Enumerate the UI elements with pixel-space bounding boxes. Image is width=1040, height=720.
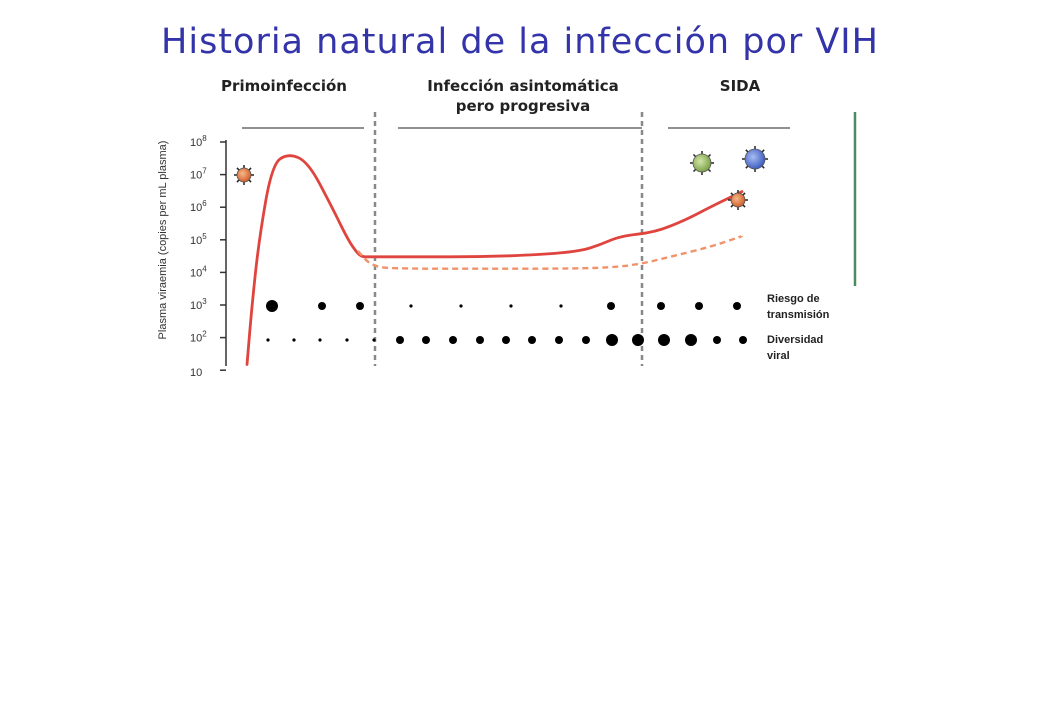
slide-title: Historia natural de la infección por VIH (161, 22, 879, 62)
viral-diversity-dot (449, 336, 457, 344)
phase-asymptomatic-line2: pero progresiva (455, 97, 591, 115)
transmission-risk-line1: Riesgo de (767, 293, 820, 305)
viral-diversity-dot (345, 338, 349, 342)
viral-diversity-dot (372, 338, 376, 342)
phase-primary-label: Primoinfección (221, 77, 347, 95)
transmission-risk-dot (559, 304, 563, 308)
viremia-series-line (245, 154, 744, 366)
viral-diversity-line2: viral (767, 350, 790, 362)
transmission-risk-dot (657, 302, 665, 310)
y-axis-ticks: 108 107 106 105 104 103 102 10 (190, 134, 226, 379)
viral-diversity-dot (396, 336, 404, 344)
viral-diversity-dot (555, 336, 563, 344)
transmission-risk-dot (733, 302, 741, 310)
viral-diversity-dot (476, 336, 484, 344)
y-tick-label: 108 (190, 134, 207, 149)
viral-diversity-dot (422, 336, 430, 344)
viral-diversity-dot (582, 336, 590, 344)
viral-diversity-dot (685, 334, 697, 346)
y-tick-label: 102 (190, 330, 207, 345)
y-tick-label: 105 (190, 232, 207, 247)
transmission-risk-line2: transmisión (767, 309, 830, 321)
viral-diversity-label: Diversidad viral (767, 332, 823, 364)
transmission-risk-dot (695, 302, 703, 310)
transmission-risk-dot (509, 304, 513, 308)
transmission-risk-dot (266, 300, 278, 312)
y-tick-label: 107 (190, 167, 207, 182)
phase-aids-label: SIDA (719, 77, 761, 95)
viral-diversity-dot (739, 336, 747, 344)
viral-diversity-dot (292, 338, 296, 342)
virus-orange-icon (234, 165, 254, 185)
viral-diversity-dots (266, 334, 747, 346)
viral-diversity-dot (318, 338, 322, 342)
viral-diversity-dot (632, 334, 644, 346)
virus-icons (234, 146, 768, 210)
y-tick-label: 104 (190, 264, 207, 279)
viral-diversity-dot (606, 334, 618, 346)
y-tick-label: 10 (190, 367, 202, 379)
transmission-risk-dot (607, 302, 615, 310)
viral-diversity-dot (528, 336, 536, 344)
virus-orange-icon (728, 190, 748, 210)
transmission-risk-dots (266, 300, 741, 312)
viral-diversity-dot (266, 338, 270, 342)
transmission-risk-dot (318, 302, 326, 310)
secondary-dashed-series-line (357, 234, 744, 270)
phase-asymptomatic-label: Infección asintomática pero progresiva (398, 76, 648, 116)
virus-blue-icon (742, 146, 768, 172)
virus-green-icon (690, 151, 714, 175)
transmission-risk-dot (356, 302, 364, 310)
viral-diversity-dot (713, 336, 721, 344)
phase-asymptomatic-line1: Infección asintomática (427, 77, 619, 95)
y-tick-label: 106 (190, 199, 207, 214)
transmission-risk-label: Riesgo de transmisión (767, 291, 829, 323)
y-tick-label: 103 (190, 297, 207, 312)
y-axis-title: Plasma viraemia (copies per mL plasma) (157, 141, 169, 340)
transmission-risk-dot (409, 304, 413, 308)
viral-diversity-line1: Diversidad (767, 334, 824, 346)
viral-diversity-dot (502, 336, 510, 344)
transmission-risk-dot (459, 304, 463, 308)
viral-diversity-dot (658, 334, 670, 346)
